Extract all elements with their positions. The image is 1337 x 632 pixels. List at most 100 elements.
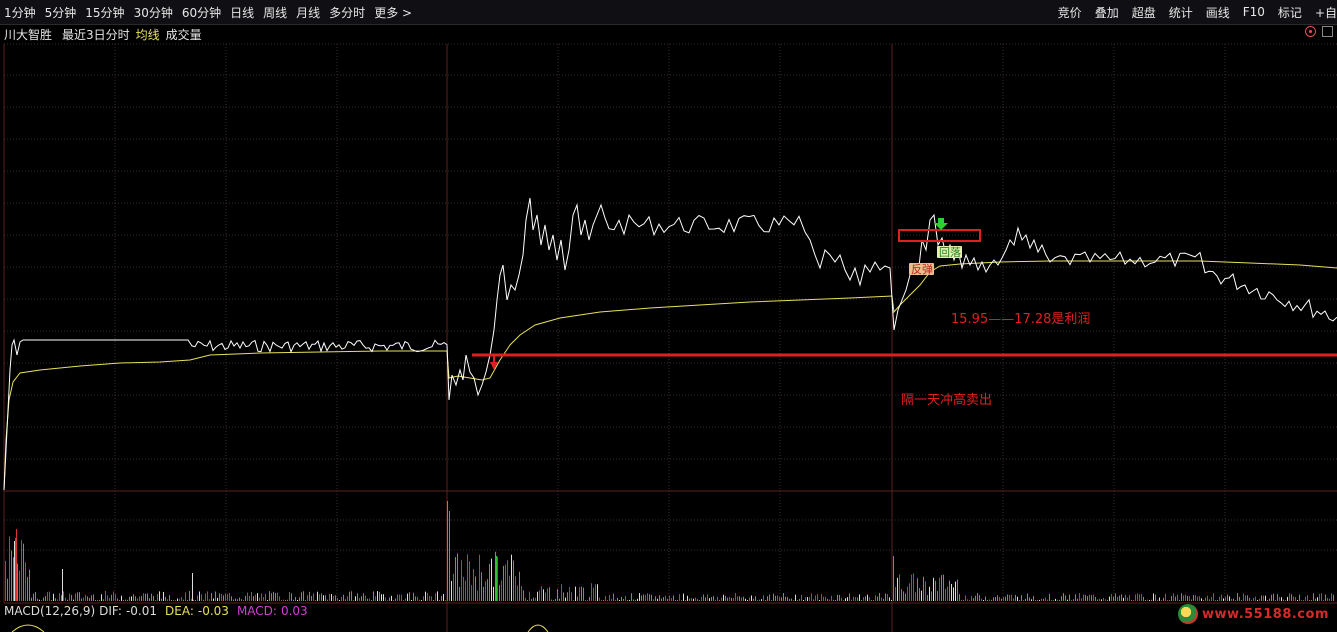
volume-bar [985, 596, 986, 601]
f10-button[interactable]: F10 [1242, 5, 1265, 19]
volume-bar [519, 571, 520, 601]
rebound-tag [909, 263, 934, 275]
volume-bar [953, 587, 954, 601]
macd-name: MACD(12,26,9) [4, 604, 96, 618]
volume-bar [613, 593, 614, 601]
volume-bar [1333, 594, 1334, 601]
volume-bar [1263, 595, 1264, 601]
volume-bar [1287, 596, 1288, 601]
period-monthly-tab[interactable]: 月线 [296, 5, 321, 20]
volume-bar [496, 556, 497, 601]
avg-line-legend[interactable]: 均线 [135, 27, 160, 42]
volume-bar [803, 600, 804, 601]
volume-bar [163, 591, 164, 601]
volume-bar [539, 590, 540, 601]
volume-bar [1099, 598, 1100, 601]
volume-bar [593, 587, 594, 601]
volume-bar [355, 596, 356, 601]
overlay-button[interactable]: 叠加 [1094, 5, 1119, 20]
period-1min-tab[interactable]: 1分钟 [4, 5, 36, 20]
volume-bar [597, 584, 598, 601]
volume-bar [67, 599, 68, 601]
volume-bar [545, 592, 546, 601]
volume-bar [261, 593, 262, 601]
volume-bar [1301, 600, 1302, 601]
volume-bar [701, 596, 702, 601]
volume-bar [529, 591, 530, 601]
volume-bar [113, 591, 114, 601]
mark-button[interactable]: 标记 [1277, 5, 1302, 20]
volume-bar [903, 591, 904, 601]
volume-bar [351, 591, 352, 601]
volume-bar [831, 595, 832, 601]
volume-bar [849, 593, 850, 601]
volume-bar [427, 592, 428, 601]
volume-bar [1087, 596, 1088, 601]
volume-bar [573, 600, 574, 601]
volume-bar [1203, 599, 1204, 601]
volume-bar [411, 599, 412, 601]
volume-bar [143, 593, 144, 601]
volume-bar [857, 597, 858, 601]
volume-bar [435, 593, 436, 601]
volume-bar [1277, 594, 1278, 601]
record-icon[interactable] [1305, 26, 1316, 37]
period-30min-tab[interactable]: 30分钟 [133, 5, 173, 20]
volume-bar [1155, 594, 1156, 601]
volume-bar [1305, 596, 1306, 601]
volume-bar [977, 593, 978, 601]
volume-bar [339, 600, 340, 601]
volume-bar [727, 597, 728, 601]
volume-bar [949, 580, 950, 601]
volume-bar [289, 591, 290, 601]
volume-bar [1093, 594, 1094, 601]
volume-bar [1267, 600, 1268, 601]
volume-bar [1191, 599, 1192, 601]
volume-bar [1101, 599, 1102, 601]
volume-bar [343, 594, 344, 601]
volume-bar [907, 586, 908, 601]
volume-bar [917, 578, 918, 601]
period-more-menu[interactable]: 更多 > [374, 5, 413, 20]
volume-bar [285, 600, 286, 601]
statistics-button[interactable]: 统计 [1168, 5, 1193, 20]
volume-bar [525, 597, 526, 601]
buy-arrow-icon [490, 356, 498, 370]
volume-bar [535, 597, 536, 601]
volume-bar [775, 595, 776, 601]
volume-bar [145, 593, 146, 601]
volume-bar [759, 599, 760, 601]
volume-bar [39, 599, 40, 601]
volume-bar [23, 543, 24, 601]
period-multi-intraday-tab[interactable]: 多分时 [329, 5, 366, 20]
volume-bar [1119, 595, 1120, 601]
volume-bar [1055, 598, 1056, 601]
period-daily-tab[interactable]: 日线 [230, 5, 255, 20]
add-watchlist-button[interactable]: +自 [1314, 5, 1337, 20]
super-disk-button[interactable]: 超盘 [1131, 5, 1156, 20]
period-weekly-tab[interactable]: 周线 [263, 5, 288, 20]
period-5min-tab[interactable]: 5分钟 [44, 5, 77, 20]
maximize-icon[interactable] [1322, 26, 1333, 37]
volume-bar [385, 597, 386, 601]
volume-bar [885, 593, 886, 601]
volume-bar [1007, 594, 1008, 601]
volume-bar [473, 569, 474, 601]
volume-bar [873, 600, 874, 601]
volume-bar [1033, 595, 1034, 601]
volume-bar [789, 598, 790, 601]
volume-bar [457, 553, 458, 601]
volume-bar [159, 591, 160, 601]
period-15min-tab[interactable]: 15分钟 [85, 5, 125, 20]
volume-legend[interactable]: 成交量 [165, 27, 202, 42]
volume-bar [725, 595, 726, 601]
draw-line-button[interactable]: 画线 [1205, 5, 1230, 20]
volume-bar [319, 594, 320, 601]
volume-bar [595, 584, 596, 601]
volume-bar [653, 599, 654, 601]
auction-button[interactable]: 竞价 [1057, 5, 1082, 20]
price-line [3, 197, 1337, 491]
period-60min-tab[interactable]: 60分钟 [181, 5, 222, 20]
volume-bar [1285, 600, 1286, 601]
